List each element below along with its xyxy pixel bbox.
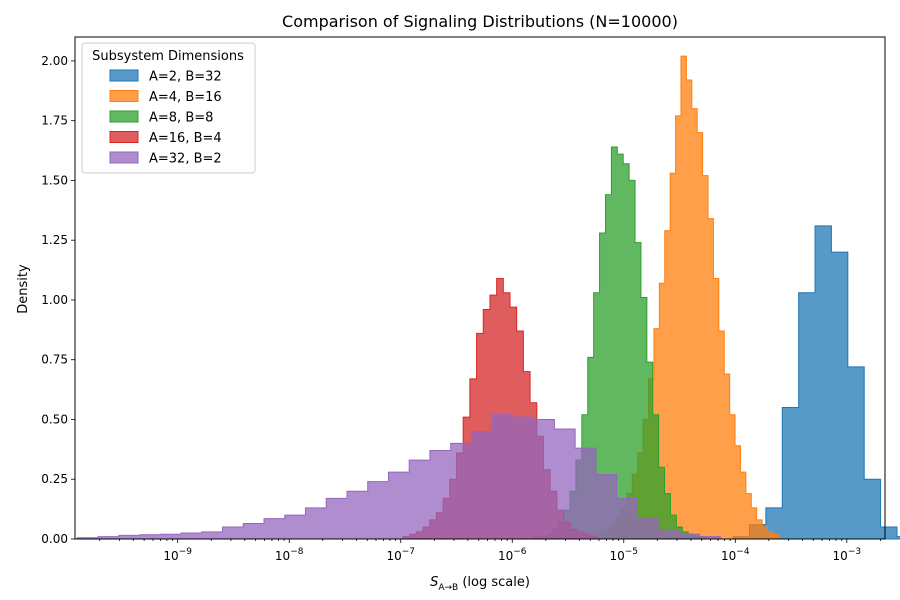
legend-label: A=2, B=32: [149, 70, 222, 85]
x-axis: 10−9 10−8 10−7 10−6 10−5 10−4 10−3: [99, 539, 881, 563]
legend-swatch: [109, 131, 139, 143]
legend-swatch: [109, 151, 139, 164]
y-tick-label: 0.00: [41, 532, 68, 546]
y-tick-label: 1.25: [41, 233, 68, 247]
x-axis-label-symbol: S: [430, 575, 438, 590]
legend-swatch: [109, 69, 139, 82]
x-tick-label: 10−3: [833, 547, 862, 563]
x-axis-label-subscript: A→B: [438, 583, 458, 593]
legend-label: A=8, B=8: [149, 111, 213, 126]
y-tick-label: 1.50: [41, 173, 68, 187]
chart-title: Comparison of Signaling Distributions (N…: [282, 12, 678, 31]
histogram-area: [76, 414, 721, 540]
histogram-layer: [76, 55, 900, 540]
x-tick-label: 10−4: [721, 547, 750, 563]
y-tick-label: 0.75: [41, 353, 68, 367]
y-tick-label: 1.00: [41, 293, 68, 307]
y-axis-label: Density: [16, 264, 31, 314]
y-tick-label: 1.75: [41, 114, 68, 128]
x-tick-label: 10−5: [609, 547, 638, 563]
x-axis-label: SA→B (log scale): [430, 575, 530, 593]
legend-label: A=16, B=4: [149, 131, 222, 146]
legend-label: A=4, B=16: [149, 90, 222, 105]
x-tick-label: 10−6: [498, 547, 527, 563]
histogram-area: [732, 225, 900, 540]
series-a-2-b-32: [732, 225, 900, 540]
legend-swatch: [109, 110, 139, 123]
x-tick-label: 10−7: [386, 547, 415, 563]
legend: Subsystem Dimensions A=2, B=32A=4, B=16A…: [81, 42, 256, 174]
series-a-32-b-2: [76, 414, 721, 540]
legend-swatch: [109, 90, 139, 102]
x-tick-label: 10−8: [275, 547, 304, 563]
y-tick-label: 0.50: [41, 412, 68, 426]
x-axis-label-suffix: (log scale): [458, 575, 530, 590]
legend-items: A=2, B=32 A=4, B=16 A=8, B=8 A=16, B=4 A=32,…: [109, 69, 222, 167]
y-tick-label: 0.25: [41, 472, 68, 486]
x-tick-label: 10−9: [163, 547, 192, 563]
legend-title: Subsystem Dimensions: [92, 49, 244, 64]
y-axis: 0.00 0.25 0.50 0.75 1.00 1.25 1.50 1.75 2.00: [41, 54, 75, 546]
plot-frame: [74, 36, 886, 540]
legend-label: A=32, B=2: [149, 152, 222, 167]
y-tick-label: 2.00: [41, 54, 68, 68]
